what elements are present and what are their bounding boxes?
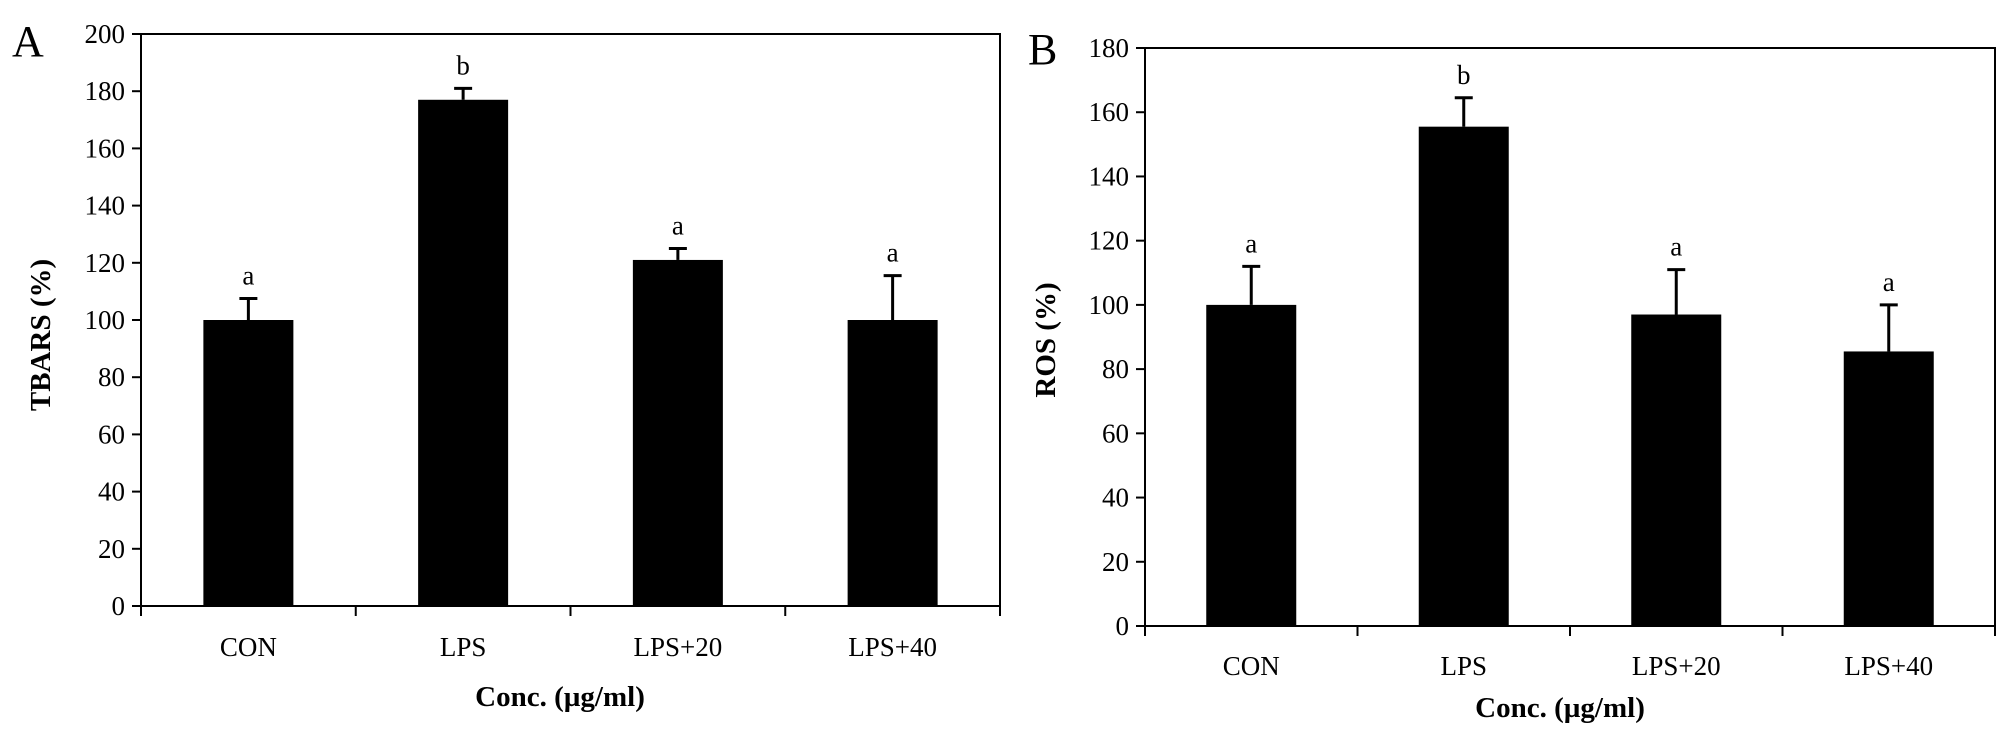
y-tick-label: 20 — [98, 534, 125, 564]
significance-label: a — [1883, 267, 1895, 297]
panel-letter: A — [12, 17, 44, 66]
plot-area: 0 20 40 60 80 100 120 140 160 180 a CON b LPS a LPS+20 a… — [1089, 33, 1996, 681]
bar — [418, 99, 509, 606]
bar — [203, 320, 294, 606]
y-tick-label: 180 — [1089, 33, 1130, 63]
y-axis-label: TBARS (%) — [25, 259, 57, 411]
x-tick-label: CON — [220, 632, 277, 662]
y-tick-label: 140 — [1089, 161, 1130, 191]
y-tick-label: 180 — [85, 76, 126, 106]
x-tick-label: CON — [1223, 651, 1280, 681]
significance-label: a — [1670, 232, 1682, 262]
y-tick-label: 100 — [85, 305, 126, 335]
bar — [847, 320, 938, 606]
x-tick-label: LPS+20 — [633, 632, 722, 662]
x-axis-label: Conc. (µg/ml) — [1475, 692, 1645, 724]
bar — [1631, 314, 1722, 626]
y-tick-label: 20 — [1102, 547, 1129, 577]
bar — [1206, 304, 1297, 626]
significance-label: a — [242, 261, 254, 291]
bar — [632, 259, 723, 606]
bar — [1418, 126, 1509, 626]
y-tick-label: 40 — [1102, 483, 1129, 513]
y-tick-label: 140 — [85, 191, 126, 221]
y-tick-label: 120 — [85, 248, 126, 278]
y-tick-label: 80 — [1102, 354, 1129, 384]
y-tick-label: 60 — [1102, 418, 1129, 448]
x-tick-label: LPS — [440, 632, 487, 662]
significance-label: a — [1245, 228, 1257, 258]
chart-panel-b: B ROS (%) Conc. (µg/ml) 0 20 40 60 80 100 120 1… — [1028, 25, 1996, 724]
plot-area: 0 20 40 60 80 100 120 140 160 180 200 a CON b LPS a LPS+… — [85, 19, 1001, 662]
y-tick-label: 60 — [98, 419, 125, 449]
significance-label: a — [887, 238, 899, 268]
y-tick-label: 40 — [98, 477, 125, 507]
y-tick-label: 120 — [1089, 226, 1130, 256]
y-tick-label: 100 — [1089, 290, 1130, 320]
y-tick-label: 80 — [98, 362, 125, 392]
chart-panel-a: A TBARS (%) Conc. (µg/ml) 0 20 40 60 80 100 12… — [12, 17, 1001, 713]
y-tick-label: 160 — [1089, 97, 1130, 127]
y-tick-label: 0 — [1116, 611, 1130, 641]
y-tick-label: 160 — [85, 133, 126, 163]
x-tick-label: LPS+40 — [848, 632, 937, 662]
y-tick-label: 0 — [112, 591, 126, 621]
significance-label: a — [672, 211, 684, 241]
significance-label: b — [1457, 60, 1471, 90]
y-tick-label: 200 — [85, 19, 126, 49]
significance-label: b — [456, 50, 470, 80]
y-axis-label: ROS (%) — [1030, 282, 1062, 397]
bar — [1843, 351, 1934, 626]
x-tick-label: LPS+20 — [1632, 651, 1721, 681]
panel-letter: B — [1028, 25, 1057, 74]
x-axis-label: Conc. (µg/ml) — [475, 681, 645, 713]
x-tick-label: LPS — [1440, 651, 1487, 681]
x-tick-label: LPS+40 — [1844, 651, 1933, 681]
